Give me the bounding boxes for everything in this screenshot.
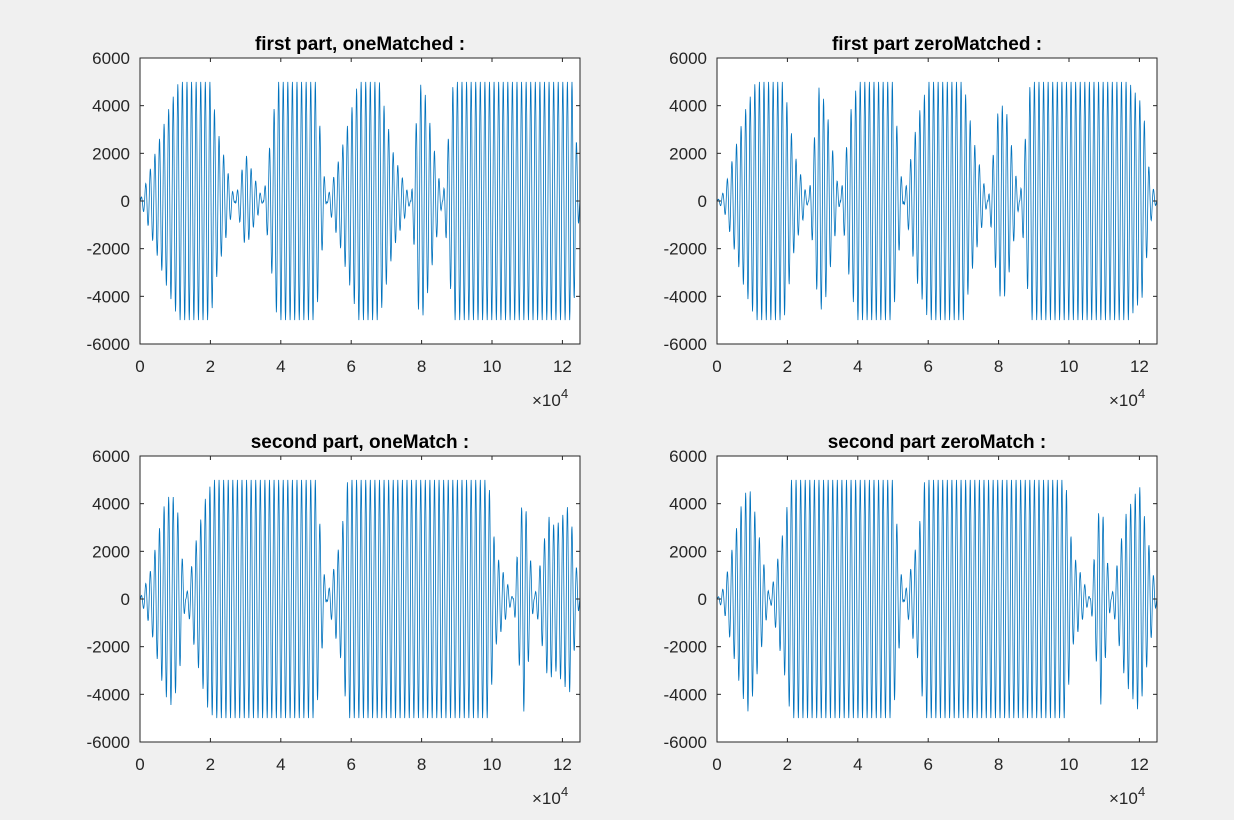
chart3-x-tick-label: 4 [276, 755, 285, 774]
chart1-x-tick-label: 4 [276, 357, 285, 376]
chart2-x-exponent: 4 [1138, 386, 1145, 401]
chart4-title: second part zeroMatch : [828, 432, 1047, 453]
chart4-y-tick-label: -2000 [664, 638, 707, 657]
chart1-series-line [140, 81, 580, 321]
chart2-x-tick-label: 2 [783, 357, 792, 376]
chart4-y-tick-label: 0 [698, 590, 707, 609]
chart4-y-tick-label: -4000 [664, 685, 707, 704]
chart1-x-tick-label: 12 [553, 357, 572, 376]
chart2-y-tick-label: -4000 [664, 287, 707, 306]
chart4-x-tick-label: 0 [712, 755, 721, 774]
chart2-title: first part zeroMatched : [832, 34, 1042, 55]
chart4-x-tick-label: 10 [1060, 755, 1079, 774]
chart1-x-exponent-label: ×10 [532, 391, 561, 410]
chart3-y-tick-label: 4000 [92, 495, 130, 514]
chart3-x-tick-label: 0 [135, 755, 144, 774]
chart3-series-line [140, 479, 580, 719]
chart1-y-tick-label: -4000 [87, 287, 130, 306]
chart1-y-tick-label: 0 [121, 192, 130, 211]
chart2-y-tick-label: 6000 [669, 49, 707, 68]
chart2-y-tick-label: -2000 [664, 240, 707, 259]
chart4-y-tick-label: 4000 [669, 495, 707, 514]
chart2-x-tick-label: 4 [853, 357, 862, 376]
chart1-y-tick-label: 4000 [92, 97, 130, 116]
chart2-y-tick-label: 4000 [669, 97, 707, 116]
chart1-title: first part, oneMatched : [255, 34, 465, 55]
chart1-x-tick-label: 10 [483, 357, 502, 376]
chart1-x-tick-label: 6 [346, 357, 355, 376]
chart1-y-tick-label: -6000 [87, 335, 130, 354]
chart2-x-tick-label: 10 [1060, 357, 1079, 376]
chart3-title: second part, oneMatch : [251, 432, 470, 453]
chart3-y-tick-label: 0 [121, 590, 130, 609]
chart4-x-tick-label: 4 [853, 755, 862, 774]
chart2-y-tick-label: -6000 [664, 335, 707, 354]
chart4-x-tick-label: 12 [1130, 755, 1149, 774]
chart3-y-tick-label: -2000 [87, 638, 130, 657]
chart4-x-exponent-label: ×10 [1109, 789, 1138, 808]
chart2-x-tick-label: 6 [923, 357, 932, 376]
chart1-y-tick-label: 6000 [92, 49, 130, 68]
chart1-y-tick-label: 2000 [92, 144, 130, 163]
chart4-x-tick-label: 8 [994, 755, 1003, 774]
chart3: 0 2 4 6 8 10 12 6000 4000 2000 0 -2000 -4000 -6000 ×10… [87, 432, 581, 808]
chart2-y-tick-label: 2000 [669, 144, 707, 163]
chart3-x-exponent-label: ×10 [532, 789, 561, 808]
chart2: 0 2 4 6 8 10 12 6000 4000 2000 0 -2000 -4000 -6000 ×10… [664, 34, 1158, 410]
chart4-x-tick-label: 6 [923, 755, 932, 774]
chart4-y-tick-label: 6000 [669, 447, 707, 466]
chart3-x-tick-label: 10 [483, 755, 502, 774]
chart4-y-tick-label: -6000 [664, 733, 707, 752]
chart1-x-exponent: 4 [561, 386, 568, 401]
chart3-x-tick-label: 6 [346, 755, 355, 774]
chart4-x-exponent: 4 [1138, 784, 1145, 799]
chart1-x-tick-label: 8 [417, 357, 426, 376]
chart2-x-exponent-label: ×10 [1109, 391, 1138, 410]
chart3-x-tick-label: 12 [553, 755, 572, 774]
chart3-x-exponent: 4 [561, 784, 568, 799]
chart4: 0 2 4 6 8 10 12 6000 4000 2000 0 -2000 -4000 -6000 ×10… [664, 432, 1158, 808]
chart3-y-tick-label: 6000 [92, 447, 130, 466]
chart3-y-tick-label: -4000 [87, 685, 130, 704]
chart4-y-tick-label: 2000 [669, 542, 707, 561]
chart2-series-line [717, 81, 1157, 321]
chart4-series-line [717, 479, 1157, 719]
chart3-x-tick-label: 2 [206, 755, 215, 774]
chart2-x-tick-label: 0 [712, 357, 721, 376]
chart1-x-tick-label: 0 [135, 357, 144, 376]
chart1-y-tick-label: -2000 [87, 240, 130, 259]
chart2-y-tick-label: 0 [698, 192, 707, 211]
chart3-y-tick-label: 2000 [92, 542, 130, 561]
chart4-x-tick-label: 2 [783, 755, 792, 774]
chart2-x-tick-label: 8 [994, 357, 1003, 376]
chart2-x-tick-label: 12 [1130, 357, 1149, 376]
chart1: 0 2 4 6 8 10 12 6000 4000 2000 0 -2000 -4000 -6000 ×10… [87, 34, 581, 410]
chart1-x-tick-label: 2 [206, 357, 215, 376]
chart3-y-tick-label: -6000 [87, 733, 130, 752]
chart3-x-tick-label: 8 [417, 755, 426, 774]
